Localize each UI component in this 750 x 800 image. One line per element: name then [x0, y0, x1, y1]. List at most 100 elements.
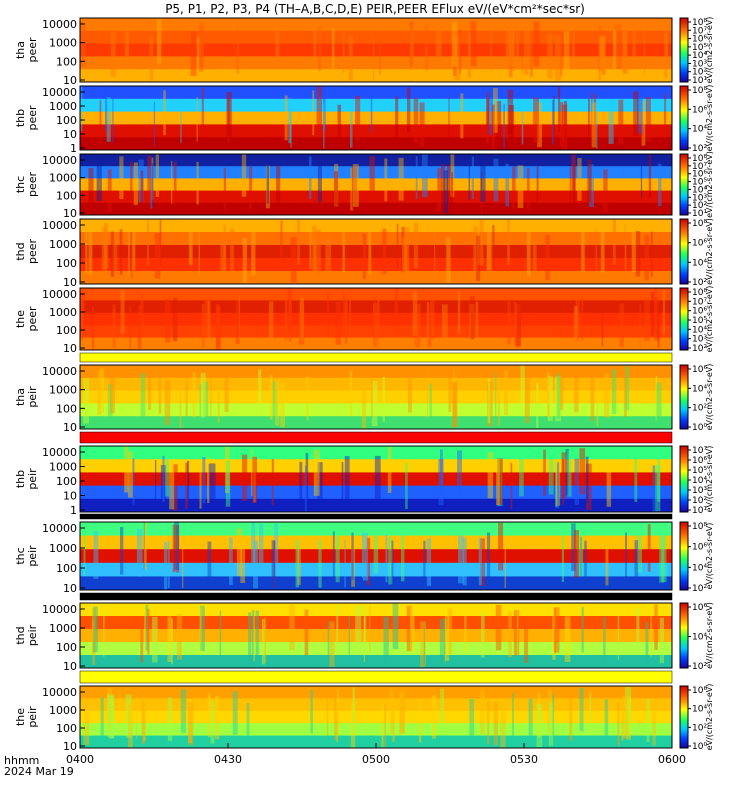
texture-stripe: [313, 22, 317, 68]
colorbar-tick-label: 10²: [692, 68, 707, 78]
texture-stripe: [199, 383, 202, 429]
texture-stripe: [185, 462, 188, 509]
texture-stripe: [120, 526, 124, 575]
texture-stripe: [382, 228, 387, 275]
texture-stripe: [373, 525, 379, 574]
texture-stripe: [401, 226, 405, 273]
texture-stripe: [585, 456, 589, 503]
texture-stripe: [350, 167, 354, 211]
colorbar-tick-label: 10⁶: [692, 686, 707, 696]
texture-stripe: [154, 233, 161, 279]
texture-stripe: [547, 33, 553, 79]
texture-stripe: [369, 156, 375, 199]
texture-stripe: [593, 94, 597, 140]
texture-stripe: [481, 612, 485, 658]
texture-stripe: [253, 615, 255, 661]
energy-band: [80, 30, 672, 45]
texture-stripe: [644, 235, 649, 281]
texture-stripe: [336, 604, 339, 650]
texture-stripe: [431, 695, 437, 739]
texture-stripe: [196, 161, 199, 205]
texture-stripe: [201, 303, 205, 348]
texture-stripe: [385, 534, 388, 583]
energy-band: [80, 377, 672, 392]
texture-stripe: [625, 687, 632, 731]
texture-stripe: [654, 604, 658, 650]
texture-stripe: [188, 701, 194, 746]
texture-stripe: [440, 688, 445, 733]
colorbar-unit-label: eV/(cm2-s-sr-eV): [705, 17, 714, 84]
texture-stripe: [85, 227, 88, 274]
panel-thc-peer: 10000100010010thcpeer10⁸10⁷10⁶10⁵10⁴10³1…: [14, 151, 714, 220]
texture-stripe: [268, 301, 274, 345]
texture-stripe: [626, 696, 632, 740]
texture-stripe: [207, 456, 210, 504]
texture-stripe: [153, 102, 156, 147]
texture-stripe: [611, 369, 617, 415]
colorbar-tick-label: 10⁷: [692, 162, 707, 172]
texture-stripe: [287, 288, 293, 332]
x-tick-label: 0400: [66, 753, 94, 766]
texture-stripe: [418, 699, 422, 743]
texture-stripe: [238, 295, 241, 340]
colorbar-tick-label: 10⁰: [692, 742, 707, 752]
colorbar-unit-label: eV/(cm2-s-sr-eV): [705, 684, 714, 751]
texture-stripe: [188, 699, 192, 743]
texture-stripe: [662, 290, 666, 335]
texture-stripe: [504, 370, 509, 415]
texture-stripe: [547, 372, 550, 418]
texture-stripe: [344, 539, 346, 588]
texture-stripe: [372, 303, 378, 347]
texture-stripe: [389, 690, 394, 734]
colorbar-tick-label: 10⁰: [692, 423, 707, 433]
texture-stripe: [558, 373, 561, 419]
energy-band: [80, 232, 672, 246]
y-axis-label: thdpeir: [14, 624, 39, 646]
texture-stripe: [251, 230, 256, 276]
texture-stripe: [467, 32, 471, 78]
colorbar-tick-label: 10²: [692, 344, 707, 354]
colorbar-unit-label: eV/(cm2-s-sr-eV): [705, 85, 714, 152]
texture-stripe: [492, 225, 495, 271]
texture-stripe: [317, 159, 322, 202]
y-tick-label: 1000: [49, 704, 77, 717]
texture-stripe: [351, 165, 358, 209]
panel-frame: [79, 17, 673, 83]
texture-stripe: [596, 381, 599, 427]
texture-stripe: [110, 368, 115, 414]
y-tick-label: 100: [56, 562, 77, 575]
colorbar-unit-label: eV/(cm2-s-sr-eV): [705, 218, 714, 285]
texture-stripe: [248, 612, 252, 658]
energy-band: [80, 312, 672, 326]
texture-stripe: [498, 522, 504, 571]
texture-stripe: [414, 303, 421, 348]
texture-stripe: [448, 97, 450, 143]
texture-stripe: [664, 32, 668, 78]
texture-stripe: [384, 158, 388, 202]
texture-stripe: [147, 219, 149, 266]
texture-stripe: [479, 220, 484, 266]
texture-stripe: [167, 616, 172, 663]
texture-stripe: [274, 523, 279, 572]
texture-stripe: [165, 450, 170, 497]
texture-stripe: [362, 233, 367, 280]
y-axis-label-product: peer: [26, 239, 39, 265]
texture-stripe: [507, 89, 514, 135]
texture-stripe: [486, 234, 493, 281]
texture-stripe: [575, 297, 580, 341]
texture-stripe: [595, 103, 598, 149]
y-tick-label: 100: [56, 324, 77, 337]
texture-stripe: [171, 160, 173, 204]
texture-stripe: [453, 370, 455, 415]
texture-stripe: [573, 306, 578, 350]
texture-stripe: [112, 98, 114, 143]
texture-stripe: [640, 154, 643, 198]
colorbar-unit-label: eV/(cm2-s-sr-eV): [705, 364, 714, 431]
texture-stripe: [216, 304, 220, 348]
texture-stripe: [130, 232, 133, 278]
y-tick-label: 1000: [49, 622, 77, 635]
colorbar-tick-label: 10²: [692, 662, 707, 672]
texture-stripe: [490, 26, 492, 72]
y-tick-label: 100: [56, 402, 77, 415]
